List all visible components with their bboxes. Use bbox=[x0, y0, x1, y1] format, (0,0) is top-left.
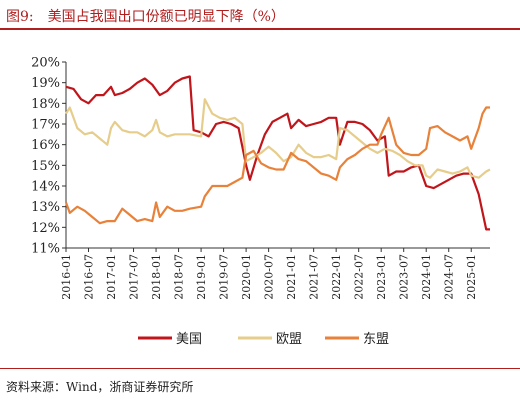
y-axis-ticks: 11% 12% 13% 14% 15% 16% 17% 18% 19% 20% bbox=[31, 56, 66, 257]
chart-title-text: 美国占我国出口份额已明显下降（%） bbox=[47, 9, 285, 25]
legend-label-3: 东盟 bbox=[363, 332, 389, 347]
x-tick-label: 2024-01 bbox=[420, 254, 433, 300]
x-tick-label: 2019-07 bbox=[218, 254, 231, 300]
series-line-1 bbox=[65, 75, 490, 231]
y-tick-label: 13% bbox=[31, 200, 60, 215]
x-tick-label: 2023-01 bbox=[375, 254, 388, 300]
x-tick-label: 2019-01 bbox=[195, 254, 208, 300]
x-tick-label: 2021-07 bbox=[308, 254, 321, 300]
x-tick-label: 2016-07 bbox=[83, 254, 96, 300]
x-tick-label: 2016-01 bbox=[60, 254, 73, 300]
title-rule bbox=[0, 28, 520, 30]
series-line-2 bbox=[65, 98, 491, 179]
x-tick-label: 2018-07 bbox=[173, 254, 186, 300]
y-tick-label: 18% bbox=[31, 97, 60, 112]
x-tick-label: 2021-01 bbox=[285, 254, 298, 300]
x-axis-ticks: 2016-01 2016-07 2017-01 2017-07 2018-01 2018-… bbox=[60, 248, 478, 300]
y-tick-label: 11% bbox=[31, 242, 60, 257]
chart-title: 图9: 美国占我国出口份额已明显下降（%） bbox=[6, 6, 285, 26]
y-tick-label: 17% bbox=[31, 118, 60, 133]
y-tick-label: 15% bbox=[31, 159, 60, 174]
y-tick-label: 19% bbox=[31, 76, 60, 91]
x-tick-label: 2022-07 bbox=[353, 254, 366, 300]
x-tick-label: 2018-01 bbox=[150, 254, 163, 300]
x-tick-label: 2023-07 bbox=[398, 254, 411, 300]
legend-label-2: 欧盟 bbox=[276, 332, 302, 347]
source-note: 资料来源：Wind，浙商证券研究所 bbox=[6, 380, 194, 394]
x-tick-label: 2022-01 bbox=[330, 254, 343, 300]
legend-label-1: 美国 bbox=[176, 332, 202, 347]
x-tick-label: 2017-07 bbox=[128, 254, 141, 300]
chart-axes bbox=[65, 62, 490, 249]
y-tick-label: 16% bbox=[31, 138, 60, 153]
y-tick-label: 14% bbox=[31, 180, 60, 195]
footer-rule bbox=[0, 368, 520, 369]
legend: 美国 欧盟 东盟 bbox=[138, 332, 389, 347]
x-tick-label: 2025-01 bbox=[465, 254, 478, 300]
x-tick-label: 2020-07 bbox=[263, 254, 276, 300]
x-tick-label: 2024-07 bbox=[443, 254, 456, 300]
y-tick-label: 12% bbox=[31, 221, 60, 236]
x-tick-label: 2020-01 bbox=[240, 254, 253, 300]
series-lines bbox=[64, 75, 491, 231]
y-tick-label: 20% bbox=[31, 56, 60, 71]
figure-label: 图9: bbox=[6, 9, 34, 25]
series-line-3 bbox=[64, 106, 490, 225]
x-tick-label: 2017-01 bbox=[105, 254, 118, 300]
